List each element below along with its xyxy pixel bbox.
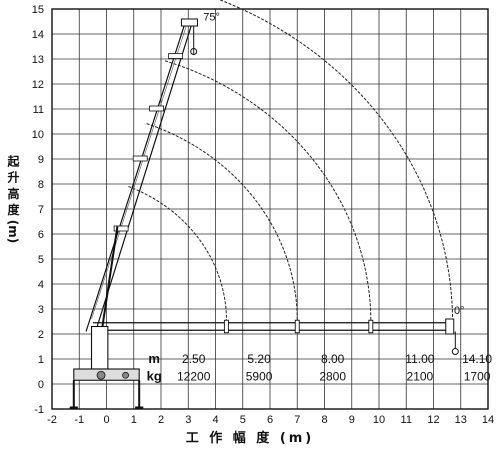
boom-section-joint (168, 53, 184, 59)
load-value: 2800 (319, 370, 346, 384)
x-tick-label: 6 (267, 414, 273, 426)
x-tick-label: 3 (185, 414, 191, 426)
y-axis-title: 起 升 高 度 (m) (6, 155, 20, 244)
y-tick-label: 5 (38, 254, 44, 266)
crane-column (90, 325, 109, 370)
crane-base (73, 368, 140, 381)
x-tick-label: 11 (401, 414, 412, 426)
boom-section-joint (113, 225, 129, 232)
boom-section-joint (132, 155, 148, 162)
boom-section-joint (149, 105, 164, 112)
hook-raised (190, 48, 198, 55)
boom-raised-edge (95, 26, 192, 332)
boom-tip (180, 18, 198, 27)
working-range-arc (164, 60, 372, 326)
x-tick-label: 2 (158, 414, 164, 426)
x-tick-label: 14 (482, 414, 494, 426)
working-range-arc (128, 185, 227, 326)
x-tick-label: 13 (455, 414, 467, 426)
y-tick-label: 8 (38, 179, 44, 191)
outrigger-pad-right (135, 406, 144, 410)
x-tick-label: 10 (373, 414, 385, 426)
x-tick-label: -1 (74, 414, 84, 426)
y-tick-label: 0 (38, 379, 44, 391)
boom-section-joint (294, 319, 300, 334)
x-tick-label: 9 (349, 414, 355, 426)
radius-value: 14.10 (462, 352, 492, 366)
y-tick-label: 12 (32, 79, 44, 91)
y-tick-label: 14 (32, 29, 44, 41)
boom-raised-edge (85, 21, 187, 332)
radius-value: 8.00 (321, 352, 345, 366)
working-range-arc (146, 123, 298, 326)
radius-value: 11.00 (405, 352, 434, 366)
y-tick-label: 6 (38, 229, 44, 241)
x-tick-label: 12 (427, 414, 439, 426)
y-tick-label: 7 (38, 204, 44, 216)
x-tick-label: 8 (321, 414, 327, 426)
boom-section-joint (368, 319, 374, 334)
load-value: 5900 (246, 370, 273, 384)
x-tick-label: 7 (294, 414, 300, 426)
y-tick-label: 1 (38, 354, 44, 366)
slewing-gear (96, 370, 106, 380)
angle-label-75: 75° (203, 11, 220, 23)
y-tick-label: 2 (38, 329, 44, 341)
boom-section-joint (223, 319, 229, 334)
y-tick-label: 15 (32, 4, 44, 16)
x-tick-label: -2 (47, 414, 57, 426)
radius-value: 2.50 (182, 352, 206, 366)
x-tick-label: 1 (131, 414, 137, 426)
outrigger-pad-left (69, 406, 78, 410)
row-label-load: kg (147, 369, 162, 384)
hook-horizontal (451, 348, 459, 355)
row-label-radius: m (148, 351, 160, 366)
boom-raised-inner (91, 23, 188, 320)
x-tick-label: 4 (212, 414, 218, 426)
load-value: 1700 (464, 370, 491, 384)
y-tick-label: 3 (38, 304, 44, 316)
x-axis-title: 工 作 幅 度 (m) (185, 431, 315, 446)
boom-tip-horizontal (445, 318, 455, 335)
y-tick-label: 13 (32, 54, 44, 66)
angle-label-0: 0° (454, 305, 465, 317)
y-tick-label: 9 (38, 154, 44, 166)
y-tick-label: 10 (32, 129, 44, 141)
y-tick-label: 11 (33, 104, 44, 116)
radius-value: 5.20 (247, 352, 271, 366)
y-tick-label: -1 (34, 404, 44, 416)
x-tick-label: 5 (240, 414, 246, 426)
y-tick-label: 4 (38, 279, 44, 291)
load-value: 12200 (177, 370, 211, 384)
load-value: 2100 (407, 370, 434, 384)
working-range-arc (218, 0, 454, 325)
x-tick-label: 0 (103, 414, 109, 426)
plot-frame (51, 8, 489, 410)
winch-drum (122, 371, 129, 379)
